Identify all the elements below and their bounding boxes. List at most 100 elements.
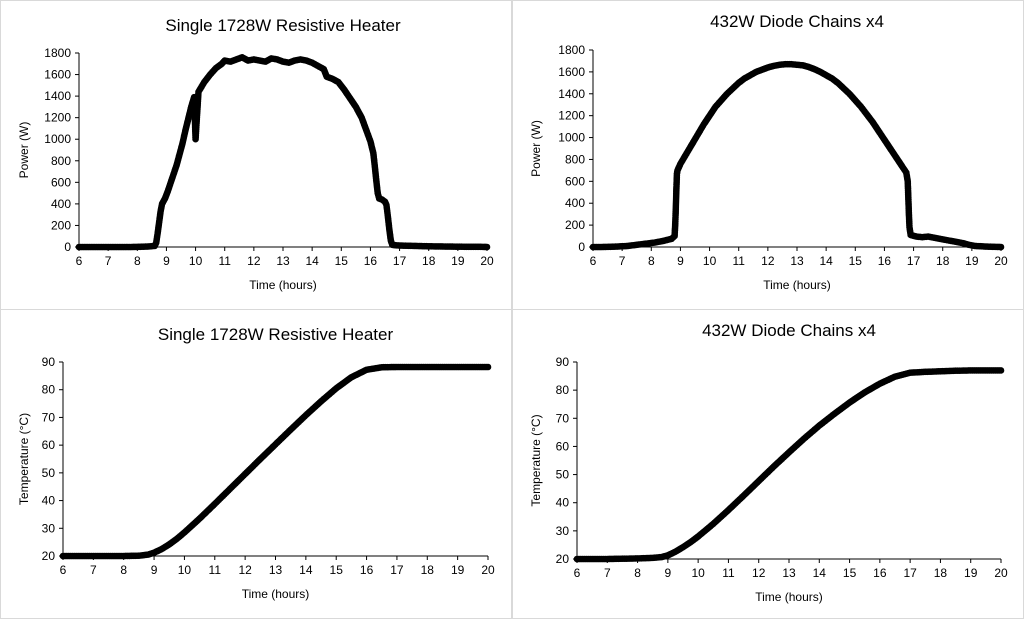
chart-title: Single 1728W Resistive Heater <box>165 16 401 35</box>
y-tick-label: 20 <box>42 549 56 563</box>
x-tick-label: 12 <box>752 566 766 580</box>
y-tick-label: 1800 <box>44 46 71 60</box>
y-tick-label: 1600 <box>558 65 585 79</box>
y-tick-label: 800 <box>51 154 71 168</box>
x-tick-label: 6 <box>574 566 581 580</box>
x-tick-label: 19 <box>451 254 465 268</box>
temperature-diode-chart: 432W Diode Chains x4 6 7 8 9 10 11 12 13 14 15 16 17… <box>529 321 1008 604</box>
x-tick-label: 19 <box>965 254 979 268</box>
y-tick-label: 0 <box>578 240 585 254</box>
x-tick-label: 15 <box>849 254 863 268</box>
temperature-resistive-chart: Single 1728W Resistive Heater 6 7 8 9 10 11 12 1… <box>17 325 495 601</box>
x-tick-label: 9 <box>151 563 158 577</box>
y-axis-label: Temperature (°C) <box>529 414 543 506</box>
x-tick-label: 8 <box>634 566 641 580</box>
chart-title: Single 1728W Resistive Heater <box>158 325 394 344</box>
x-tick-label: 20 <box>481 563 495 577</box>
chart-title: 432W Diode Chains x4 <box>702 321 876 340</box>
x-tick-label: 14 <box>819 254 833 268</box>
y-tick-label: 1200 <box>44 111 71 125</box>
x-tick-label: 11 <box>209 563 222 577</box>
y-axis-label: Power (W) <box>529 120 543 177</box>
x-tick-label: 14 <box>813 566 827 580</box>
x-tick-label: 15 <box>330 563 344 577</box>
x-axis-label: Time (hours) <box>763 278 831 292</box>
y-tick-label: 1800 <box>558 43 585 57</box>
x-tick-label: 8 <box>134 254 141 268</box>
x-tick-label: 16 <box>873 566 887 580</box>
y-tick-label: 70 <box>556 411 570 425</box>
y-tick-label: 80 <box>556 383 570 397</box>
x-tick-label: 9 <box>677 254 684 268</box>
y-tick-label: 600 <box>565 174 585 188</box>
y-tick-label: 200 <box>51 218 71 232</box>
y-tick-label: 50 <box>42 466 56 480</box>
x-tick-label: 13 <box>790 254 804 268</box>
x-tick-label: 18 <box>421 563 435 577</box>
x-tick-label: 20 <box>994 254 1008 268</box>
y-tick-label: 80 <box>42 383 56 397</box>
x-tick-label: 14 <box>305 254 319 268</box>
x-tick-label: 15 <box>335 254 349 268</box>
y-axis-label: Temperature (°C) <box>17 413 31 505</box>
y-tick-label: 1400 <box>44 89 71 103</box>
y-tick-label: 800 <box>565 152 585 166</box>
y-tick-label: 1000 <box>44 132 71 146</box>
x-tick-label: 13 <box>276 254 290 268</box>
chart-panel-temperature-diode: 432W Diode Chains x4 6 7 8 9 10 11 12 13 14 15 16 17… <box>512 309 1024 619</box>
x-tick-label: 10 <box>691 566 705 580</box>
y-tick-label: 30 <box>42 521 56 535</box>
y-tick-label: 40 <box>556 496 570 510</box>
chart-panel-temperature-resistive: Single 1728W Resistive Heater 6 7 8 9 10 11 12 1… <box>0 309 512 619</box>
y-tick-label: 200 <box>565 218 585 232</box>
y-tick-label: 50 <box>556 468 570 482</box>
y-tick-label: 40 <box>42 494 56 508</box>
x-tick-label: 6 <box>590 254 597 268</box>
x-tick-label: 6 <box>76 254 83 268</box>
x-tick-label: 7 <box>619 254 626 268</box>
y-tick-label: 1400 <box>558 87 585 101</box>
y-tick-label: 90 <box>556 355 570 369</box>
chart-title: 432W Diode Chains x4 <box>710 12 884 31</box>
data-point <box>997 243 1005 251</box>
y-tick-label: 400 <box>51 197 71 211</box>
x-tick-label: 12 <box>761 254 775 268</box>
x-tick-label: 13 <box>269 563 283 577</box>
y-tick-label: 600 <box>51 175 71 189</box>
x-tick-label: 18 <box>422 254 436 268</box>
y-tick-label: 1000 <box>558 131 585 145</box>
y-tick-label: 0 <box>64 240 71 254</box>
x-tick-label: 19 <box>451 563 465 577</box>
x-tick-label: 7 <box>90 563 97 577</box>
x-tick-label: 8 <box>120 563 127 577</box>
x-tick-label: 16 <box>364 254 378 268</box>
x-tick-label: 14 <box>299 563 313 577</box>
x-tick-label: 9 <box>163 254 170 268</box>
x-axis-label: Time (hours) <box>242 587 310 601</box>
x-tick-label: 20 <box>480 254 494 268</box>
x-tick-label: 10 <box>178 563 192 577</box>
y-tick-label: 400 <box>565 196 585 210</box>
x-tick-label: 12 <box>238 563 252 577</box>
y-tick-label: 60 <box>42 438 56 452</box>
x-tick-label: 11 <box>732 254 745 268</box>
y-tick-label: 1600 <box>44 68 71 82</box>
x-tick-label: 7 <box>604 566 611 580</box>
x-tick-label: 16 <box>360 563 374 577</box>
x-tick-label: 8 <box>648 254 655 268</box>
x-tick-label: 13 <box>782 566 796 580</box>
data-point <box>483 243 491 251</box>
x-tick-label: 18 <box>936 254 950 268</box>
y-axis-label: Power (W) <box>17 122 31 179</box>
x-tick-label: 17 <box>393 254 407 268</box>
x-axis-label: Time (hours) <box>755 590 823 604</box>
x-tick-label: 9 <box>665 566 672 580</box>
y-tick-label: 90 <box>42 355 56 369</box>
x-tick-label: 6 <box>60 563 67 577</box>
x-tick-label: 10 <box>189 254 203 268</box>
power-diode-chart: 432W Diode Chains x4 6 7 8 9 10 11 12 13 14 15 16 17… <box>529 12 1008 292</box>
x-tick-label: 11 <box>722 566 735 580</box>
x-tick-label: 17 <box>390 563 404 577</box>
x-tick-label: 11 <box>218 254 231 268</box>
x-tick-label: 10 <box>703 254 717 268</box>
